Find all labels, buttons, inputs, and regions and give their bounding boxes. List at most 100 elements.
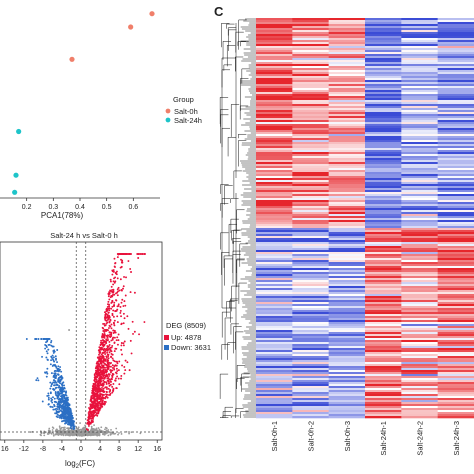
heatmap-cell bbox=[437, 312, 474, 315]
heatmap-cell bbox=[365, 196, 402, 199]
heatmap-cell bbox=[256, 348, 293, 351]
volcano-point-down bbox=[55, 401, 58, 404]
heatmap-cell bbox=[292, 160, 329, 163]
volcano-point-up bbox=[109, 365, 112, 368]
volcano-point-down bbox=[46, 367, 49, 370]
volcano-point-ns bbox=[110, 431, 113, 434]
heatmap-cell bbox=[256, 76, 293, 79]
volcano-point-down bbox=[53, 405, 56, 408]
heatmap-cell bbox=[328, 236, 366, 239]
volcano-point-ns bbox=[56, 433, 59, 436]
heatmap-cell bbox=[256, 32, 293, 35]
volcano-point-up bbox=[103, 380, 106, 383]
heatmap-cell bbox=[401, 122, 438, 125]
volcano-point-down bbox=[59, 409, 62, 412]
heatmap-cells bbox=[256, 18, 474, 419]
heatmap-cell bbox=[256, 312, 293, 315]
heatmap-cell bbox=[328, 60, 366, 63]
heatmap-cell bbox=[256, 114, 293, 117]
volcano-point-down bbox=[58, 414, 61, 417]
heatmap-cell bbox=[437, 416, 474, 419]
volcano-point-up bbox=[111, 299, 114, 302]
heatmap-cell bbox=[292, 22, 329, 25]
heatmap-cell bbox=[437, 288, 474, 291]
volcano-point-up bbox=[105, 338, 108, 341]
volcano-point-ns bbox=[117, 433, 119, 436]
heatmap-cell bbox=[437, 368, 474, 371]
heatmap-cell bbox=[256, 384, 293, 387]
volcano-legend-marker bbox=[164, 345, 169, 350]
heatmap-cell bbox=[328, 336, 366, 339]
heatmap-cell bbox=[256, 136, 293, 139]
heatmap-cell bbox=[328, 370, 366, 373]
volcano-point-up bbox=[110, 307, 113, 310]
heatmap-cell bbox=[365, 80, 402, 83]
heatmap-cell bbox=[328, 202, 366, 205]
pca-point bbox=[16, 128, 22, 135]
heatmap-cell bbox=[437, 322, 474, 325]
heatmap-cell bbox=[437, 58, 474, 61]
heatmap-cell bbox=[401, 254, 438, 257]
heatmap-cell bbox=[437, 342, 474, 345]
heatmap-cell bbox=[328, 274, 366, 277]
heatmap-cell bbox=[328, 226, 366, 229]
volcano-point-up bbox=[116, 321, 119, 324]
heatmap-cell bbox=[328, 398, 366, 401]
volcano-point-up bbox=[122, 342, 125, 345]
heatmap-cell bbox=[365, 56, 402, 59]
heatmap-cell bbox=[256, 174, 293, 177]
volcano-point-down bbox=[63, 390, 66, 393]
heatmap-cell bbox=[328, 130, 366, 133]
heatmap-cell bbox=[365, 360, 402, 363]
volcano-point-up bbox=[102, 368, 105, 371]
heatmap-cell bbox=[365, 414, 402, 417]
heatmap-cell bbox=[292, 322, 329, 325]
heatmap-cell bbox=[437, 88, 474, 91]
heatmap-cell bbox=[365, 114, 402, 117]
volcano-point-down bbox=[67, 414, 70, 417]
volcano-point-up bbox=[113, 303, 116, 306]
heatmap-cell bbox=[256, 320, 293, 323]
volcano-frame bbox=[0, 241, 163, 441]
volcano-point-up bbox=[108, 384, 111, 387]
heatmap-cell bbox=[365, 206, 402, 209]
volcano-point-up bbox=[110, 333, 113, 336]
heatmap-cell bbox=[256, 64, 293, 67]
volcano-point-up bbox=[106, 310, 109, 312]
volcano-point-down bbox=[65, 390, 68, 393]
volcano-point-down bbox=[50, 344, 53, 347]
heatmap-cell bbox=[292, 258, 329, 261]
volcano-point-up bbox=[99, 348, 102, 350]
heatmap-cell bbox=[256, 300, 293, 303]
volcano-x-tick-label: 16 bbox=[153, 446, 161, 453]
volcano-point-ns bbox=[105, 427, 108, 430]
heatmap-cell bbox=[437, 362, 474, 365]
heatmap-cell bbox=[256, 248, 293, 251]
heatmap-cell bbox=[401, 354, 438, 357]
heatmap-cell bbox=[292, 358, 329, 361]
volcano-point-up bbox=[101, 396, 103, 399]
volcano-point-down bbox=[55, 415, 58, 418]
volcano-point-up bbox=[104, 386, 107, 389]
heatmap-cell bbox=[292, 196, 329, 199]
volcano-point-up bbox=[112, 359, 115, 362]
heatmap-cell bbox=[292, 242, 329, 245]
heatmap-cell bbox=[256, 106, 293, 109]
heatmap-cell bbox=[401, 54, 438, 57]
heatmap-cell bbox=[256, 84, 293, 87]
volcano-point-down bbox=[45, 375, 48, 378]
volcano-point-up bbox=[110, 285, 113, 288]
volcano-point-ns bbox=[58, 431, 60, 434]
volcano-point-up bbox=[99, 389, 102, 391]
heatmap-cell bbox=[292, 30, 329, 33]
heatmap-cell bbox=[256, 44, 293, 47]
volcano-point-up bbox=[112, 329, 115, 332]
heatmap-cell bbox=[256, 336, 293, 339]
heatmap-cell bbox=[401, 336, 438, 339]
volcano-point-up bbox=[106, 388, 108, 390]
volcano-point-up bbox=[101, 377, 104, 380]
heatmap-cell bbox=[292, 278, 329, 281]
heatmap-cell bbox=[437, 318, 474, 321]
heatmap-cell bbox=[292, 26, 329, 29]
